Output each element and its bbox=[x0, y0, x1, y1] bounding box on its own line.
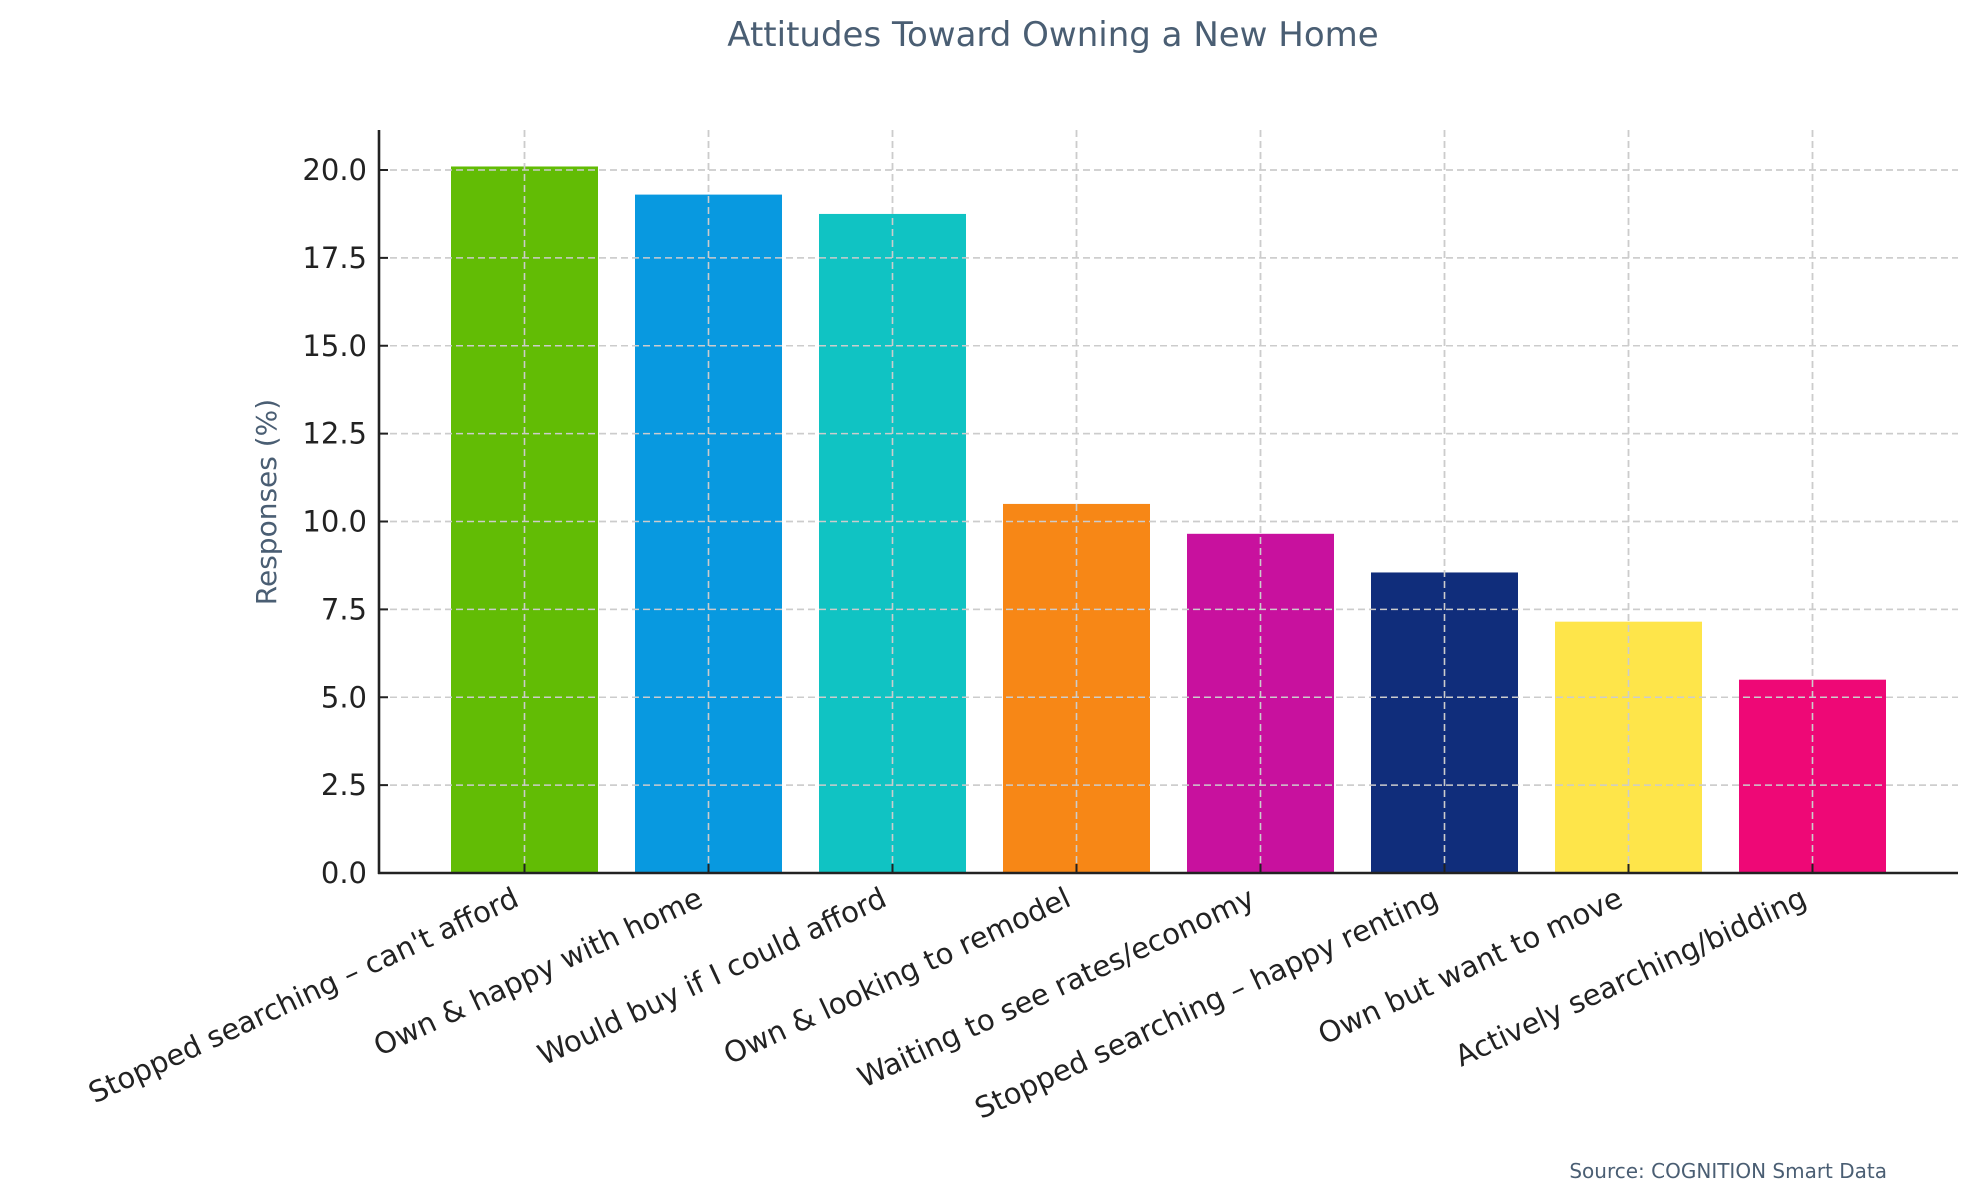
bars: Stopped searching – can't afford: 20.1Ow… bbox=[379, 130, 1958, 874]
axes bbox=[377, 130, 1958, 875]
grid-overlay bbox=[379, 130, 1958, 873]
y-axis-ticks: 0.0 2.5 5.0 7.5 10.0 12.5 15.0 17.5 20.0 bbox=[302, 153, 388, 890]
y-axis-label: Responses (%) bbox=[250, 399, 283, 605]
bar: Stopped searching – happy renting: 8.55 bbox=[1371, 572, 1518, 873]
y-tick-label: 17.5 bbox=[302, 241, 367, 275]
y-tick-label: 0.0 bbox=[321, 856, 367, 890]
y-tick-label: 10.0 bbox=[302, 505, 367, 539]
x-tick-label: Own but want to move bbox=[1313, 881, 1628, 1052]
x-tick-label: Own & happy with home bbox=[368, 881, 707, 1063]
y-tick-label: 2.5 bbox=[321, 768, 367, 802]
y-tick-label: 7.5 bbox=[321, 592, 367, 626]
source-note: Source: COGNITION Smart Data bbox=[1569, 1159, 1887, 1183]
x-tick-label: Would buy if I could afford bbox=[532, 881, 891, 1073]
y-tick-label: 12.5 bbox=[302, 417, 367, 451]
y-tick-label: 15.0 bbox=[302, 329, 367, 363]
y-tick-label: 5.0 bbox=[321, 680, 367, 714]
chart-title: Attitudes Toward Owning a New Home bbox=[727, 15, 1378, 55]
y-tick-label: 20.0 bbox=[302, 153, 367, 187]
x-tick-label: Actively searching/bidding bbox=[1450, 881, 1812, 1074]
grid-lines bbox=[379, 130, 1958, 873]
